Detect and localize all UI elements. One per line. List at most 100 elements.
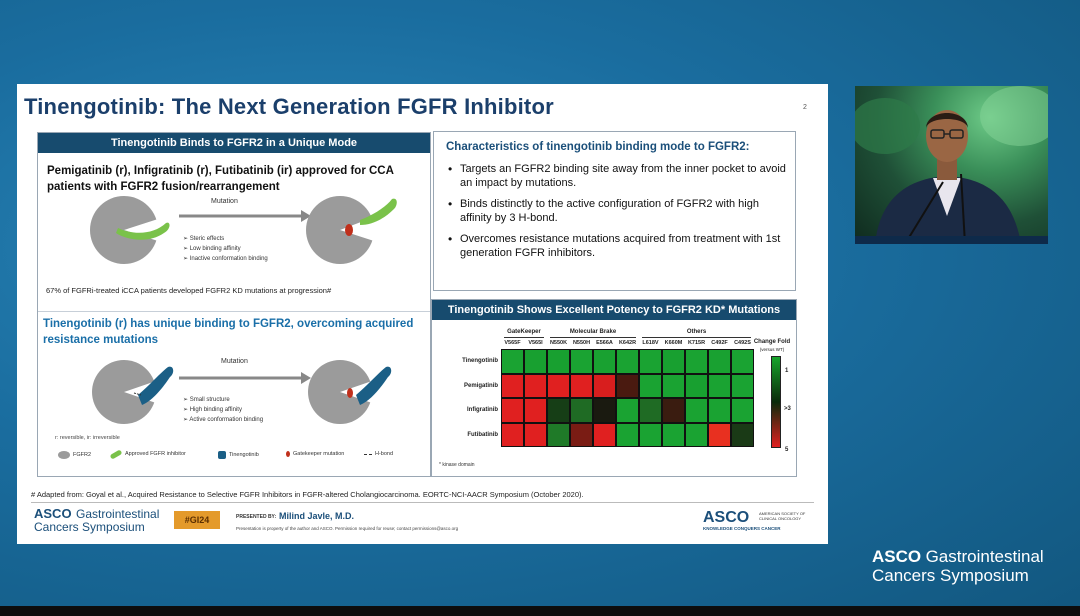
heatmap-cell: [570, 349, 593, 374]
characteristics-heading: Characteristics of tinengotinib binding …: [446, 141, 750, 153]
heatmap-cell: [639, 349, 662, 374]
characteristics-list: Targets an FGFR2 binding site away from …: [446, 162, 791, 267]
heatmap-cell: [524, 373, 547, 398]
footer-divider: [31, 502, 814, 503]
heatmap-cell: [501, 398, 524, 423]
heatmap-cell: [639, 422, 662, 447]
heatmap-cell: [708, 349, 731, 374]
mutation-column-label: E566A: [596, 340, 613, 346]
heatmap-cell: [570, 398, 593, 423]
heatmap-cell: [685, 398, 708, 423]
heatmap-cell: [731, 398, 754, 423]
reversible-note: r: reversible, ir: irreversible: [55, 435, 120, 441]
heatmap-cell: [662, 422, 685, 447]
mutation-column-label: L618V: [642, 340, 659, 346]
bullet-high-affinity: ➢ High binding affinity: [183, 407, 242, 413]
approved-inhibitors-text: Pemigatinib (r), Infigratinib (r), Futib…: [47, 165, 394, 193]
heatmap-cell: [593, 349, 616, 374]
heatmap-cell: [731, 349, 754, 374]
footnote: # Adapted from: Goyal et al., Acquired R…: [31, 490, 584, 499]
heatmap-cell: [685, 373, 708, 398]
inhibitor-row-label: Futibatinib: [467, 431, 498, 438]
heatmap-cell: [547, 422, 570, 447]
inhibitor-row-label: Infigratinib: [467, 407, 498, 413]
mutation-column-label: V565I: [528, 340, 543, 346]
legend-approved: Approved FGFR inhibitor: [109, 448, 186, 460]
legend-fgfr2: FGFR2: [58, 451, 91, 459]
heatmap-cell: [708, 373, 731, 398]
heatmap-cell: [616, 349, 639, 374]
mutation-group-label: Others: [686, 329, 707, 335]
heatmap-cell: [616, 422, 639, 447]
heatmap-cell: [616, 373, 639, 398]
approved-inhibitor-shape: [116, 222, 170, 240]
hashtag-badge: #GI24: [174, 511, 220, 529]
mutation-column-label: N550K: [549, 340, 568, 346]
asco-gi-branding: ASCO Gastrointestinal Cancers Symposium: [872, 547, 1044, 585]
mutation-label-bottom: Mutation: [221, 358, 248, 365]
heatmap-cell: [593, 422, 616, 447]
heatmap-cell: [662, 373, 685, 398]
heatmap-cell: [570, 422, 593, 447]
characteristic-item: Overcomes resistance mutations acquired …: [446, 232, 791, 260]
heatmap-cell: [524, 422, 547, 447]
panel-divider: [38, 311, 430, 312]
potency-panel: Tinengotinib Shows Excellent Potency to …: [431, 299, 797, 477]
heatmap-cell: [547, 349, 570, 374]
speaker-figure: [855, 86, 1048, 244]
mutation-group-line: [504, 337, 544, 338]
displaced-inhibitor-shape: [360, 198, 397, 225]
characteristics-panel: Characteristics of tinengotinib binding …: [433, 131, 796, 291]
diagram-legend: FGFR2 Approved FGFR inhibitor Tinengotin…: [58, 448, 418, 465]
legend-tinengotinib: Tinengotinib: [218, 451, 259, 459]
scale-tick: 1: [785, 368, 789, 374]
mutation-column-label: C492F: [711, 340, 728, 346]
heatmap-cell: [593, 373, 616, 398]
heatmap-cell: [731, 422, 754, 447]
approved-inhibitor-diagram: Mutation ➢ Steric effects ➢ Low binding …: [90, 196, 397, 264]
tinengotinib-diagram: Mutation ➢ Small structure ➢ High bindin…: [92, 358, 392, 424]
inhibitor-row-label: Tinengotinib: [462, 358, 498, 364]
bullet-active: ➢ Active conformation binding: [183, 417, 263, 423]
characteristic-item: Binds distinctly to the active configura…: [446, 197, 791, 225]
mutation-group-line: [550, 337, 636, 338]
kinase-note: * kinase domain: [439, 462, 475, 468]
mutation-label-top: Mutation: [211, 198, 238, 205]
mutation-column-label: K715R: [687, 340, 706, 346]
mutation-column-label: K642R: [618, 340, 637, 346]
heatmap-cell: [501, 373, 524, 398]
presenter-name: Milind Javle, M.D.: [279, 511, 355, 521]
heatmap-cell: [731, 373, 754, 398]
mutation-column-label: C492S: [734, 340, 751, 346]
window-bottom-bar: [0, 606, 1080, 616]
heatmap-cell: [570, 373, 593, 398]
binding-mode-header: Tinengotinib Binds to FGFR2 in a Unique …: [38, 133, 430, 153]
heatmap-cell: [639, 373, 662, 398]
scale-tick: >3: [784, 406, 791, 412]
slide-page-number: 2: [803, 104, 807, 111]
asco-gi-logo: ASCO Gastrointestinal Cancers Symposium: [34, 506, 160, 534]
legend-hbond: H-bond: [364, 451, 393, 457]
heatmap-cell: [501, 422, 524, 447]
asco-society-logo: ASCO AMERICAN SOCIETY OF CLINICAL ONCOLO…: [703, 509, 806, 531]
heatmap-cell: [524, 398, 547, 423]
mutation-group-label: Molecular Brake: [569, 329, 617, 335]
heatmap-cell: [639, 398, 662, 423]
presentation-note: Presentation is property of the author a…: [236, 526, 459, 531]
progression-stat: 67% of FGFRi-treated iCCA patients devel…: [46, 286, 332, 295]
heatmap-cell: [547, 373, 570, 398]
gatekeeper-mutation-mark: [345, 224, 353, 236]
mutation-group-line: [642, 337, 751, 338]
mutation-column-label: K660M: [664, 340, 683, 346]
heatmap-cell: [685, 422, 708, 447]
heatmap-cell: [662, 349, 685, 374]
heatmap-cell: [708, 398, 731, 423]
mutation-group-label: GateKeeper: [507, 329, 541, 335]
scale-title: Change Fold (versus WT): [753, 339, 791, 352]
presentation-slide: Tinengotinib: The Next Generation FGFR I…: [17, 84, 828, 544]
potency-header: Tinengotinib Shows Excellent Potency to …: [432, 300, 796, 320]
tinengotinib-shape: [138, 366, 174, 405]
heatmap-cell: [616, 398, 639, 423]
bullet-steric: ➢ Steric effects: [183, 236, 224, 242]
bullet-inactive: ➢ Inactive conformation binding: [183, 256, 268, 262]
